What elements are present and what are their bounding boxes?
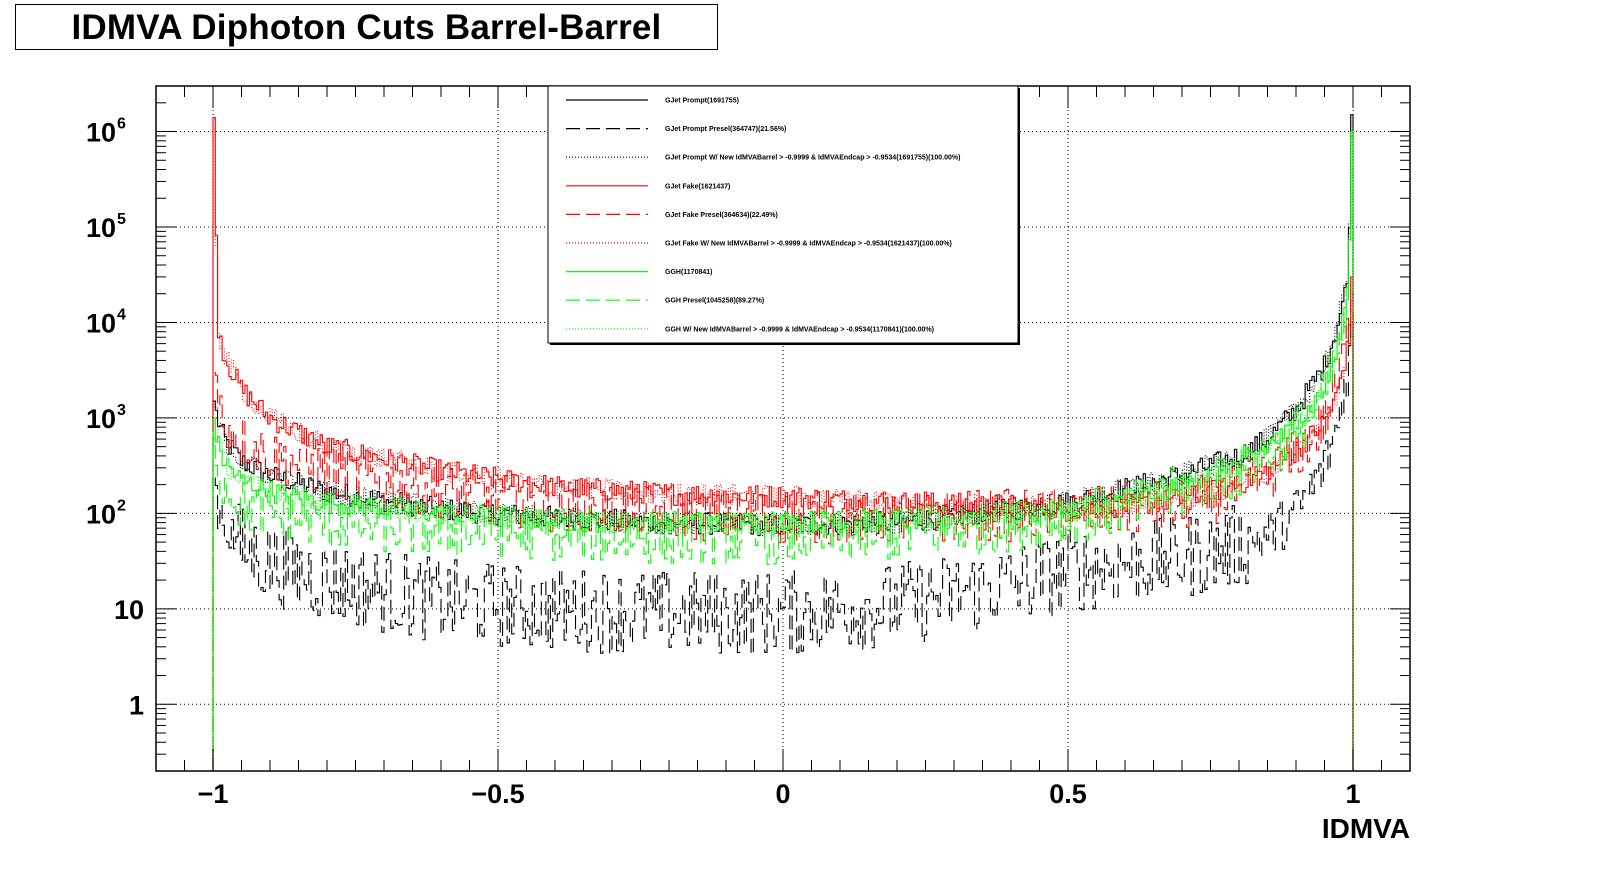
x-axis: −1 −0.5 0 0.5 1 <box>155 86 1411 809</box>
legend-entry: GJet Fake(1621437) <box>665 183 730 190</box>
series-line <box>212 117 1354 771</box>
x-tick-label: 0 <box>775 779 790 809</box>
series-line <box>212 135 1354 771</box>
legend-entry: GJet Prompt(1691755) <box>665 98 739 105</box>
legend-entry: GGH W/ New IdMVABarrel > -0.9999 & IdMVA… <box>665 326 934 333</box>
x-tick-label: 0.5 <box>1049 779 1087 809</box>
legend-entry: GGH Presel(1045258)(89.27%) <box>665 298 764 305</box>
x-tick-label: 1 <box>1345 779 1360 809</box>
series-line <box>212 114 1354 771</box>
x-tick-label: −1 <box>198 779 229 809</box>
legend-entry: GGH(1170841) <box>665 269 712 276</box>
x-axis-title: IDMVA <box>1322 813 1410 844</box>
legend: GJet Prompt(1691755) GJet Prompt Presel(3… <box>547 85 1020 345</box>
legend-entry: GJet Fake Presel(364634)(22.49%) <box>665 212 778 219</box>
y-tick-label: 10 <box>86 499 116 529</box>
chart-title: IDMVA Diphoton Cuts Barrel-Barrel <box>71 8 662 47</box>
y-tick-label: 10 <box>86 308 116 338</box>
series-line <box>212 321 1354 771</box>
y-tick-exponent: 2 <box>117 497 126 514</box>
y-tick-exponent: 6 <box>117 116 126 133</box>
y-tick-label: 1 <box>129 690 144 720</box>
chart-title-box: IDMVA Diphoton Cuts Barrel-Barrel <box>15 4 718 50</box>
y-tick-exponent: 3 <box>117 402 126 419</box>
y-tick-label: 10 <box>86 213 116 243</box>
y-tick-exponent: 5 <box>117 211 126 228</box>
x-tick-label: −0.5 <box>471 779 524 809</box>
y-tick-label: 10 <box>86 118 116 148</box>
series-line <box>212 293 1354 771</box>
series-group <box>212 114 1354 771</box>
y-tick-label: 10 <box>114 595 144 625</box>
series-line <box>212 117 1354 771</box>
y-tick-exponent: 4 <box>117 306 126 323</box>
legend-entry: GJet Prompt W/ New IdMVABarrel > -0.9999… <box>665 155 960 162</box>
y-tick-label: 10 <box>86 404 116 434</box>
grid <box>156 86 1410 771</box>
legend-entry: GJet Fake W/ New IdMVABarrel > -0.9999 &… <box>665 241 952 248</box>
series-line <box>212 130 1354 771</box>
legend-entry: GJet Prompt Presel(364747)(21.56%) <box>665 126 786 133</box>
